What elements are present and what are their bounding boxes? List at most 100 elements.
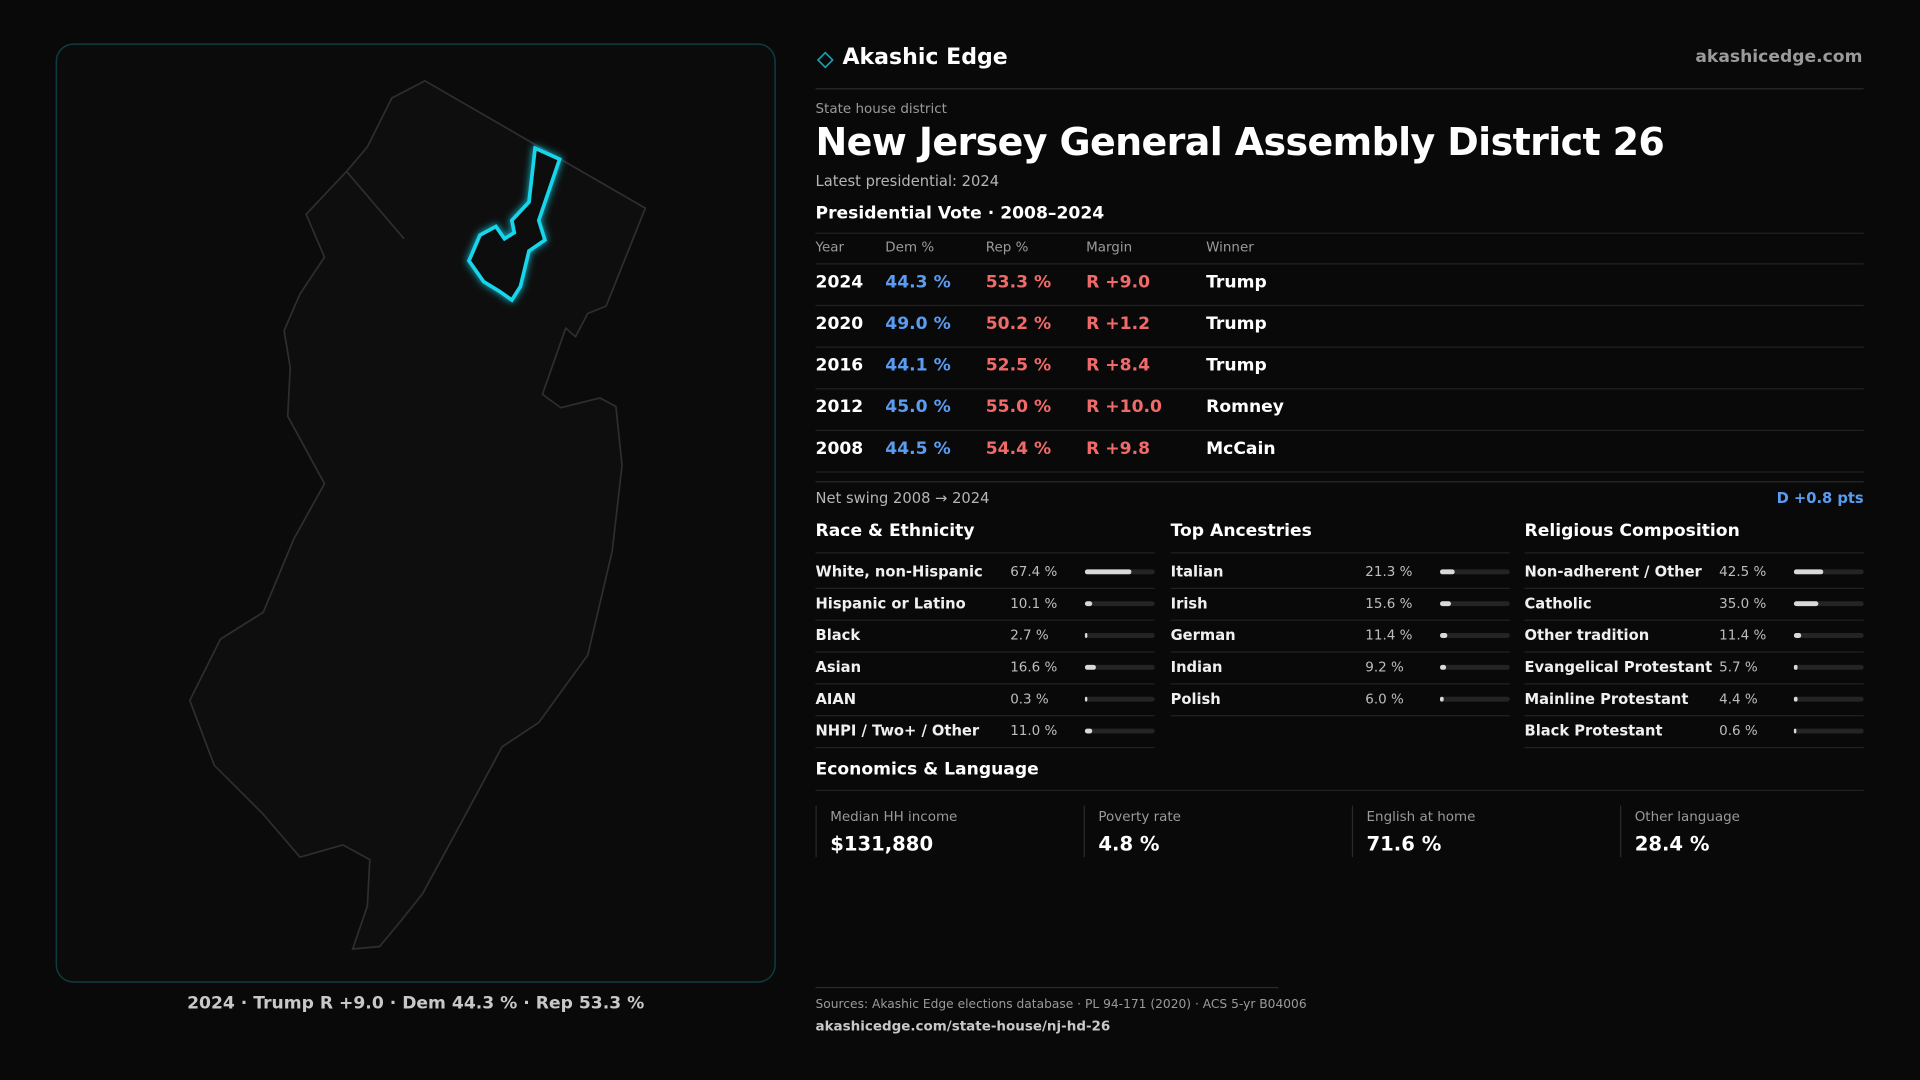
divider xyxy=(815,481,1864,483)
column-header: Winner xyxy=(1206,239,1254,256)
vote-cell: Trump xyxy=(1206,355,1267,376)
bar-track xyxy=(1084,664,1155,670)
state-outline xyxy=(188,79,647,950)
title: New Jersey General Assembly District 26 xyxy=(815,120,1665,165)
stat-border xyxy=(1351,805,1354,858)
vote-cell: 55.0 % xyxy=(985,397,1052,418)
row-label: Polish xyxy=(1170,690,1221,708)
stat-value: 4.8 % xyxy=(1098,831,1160,856)
row-value: 67.4 % xyxy=(1010,563,1058,580)
divider xyxy=(1524,651,1864,653)
bar-track xyxy=(1793,601,1864,607)
stat-label: English at home xyxy=(1366,808,1476,825)
divider xyxy=(1524,715,1864,717)
divider xyxy=(815,651,1155,653)
row-label: Evangelical Protestant xyxy=(1524,658,1713,676)
row-value: 10.1 % xyxy=(1010,595,1058,612)
vote-title: Presidential Vote · 2008–2024 xyxy=(815,204,1105,224)
divider xyxy=(815,619,1155,621)
bar-track xyxy=(1793,633,1864,638)
vote-cell: 49.0 % xyxy=(885,314,951,334)
vote-cell: R +1.2 xyxy=(1086,314,1151,334)
bar xyxy=(1793,664,1798,670)
bar-track xyxy=(1084,728,1155,734)
bar xyxy=(1084,569,1132,575)
bar xyxy=(1084,601,1092,607)
divider xyxy=(815,986,1279,989)
divider xyxy=(1524,746,1864,749)
bar-track xyxy=(1084,601,1155,607)
column-header: Rep % xyxy=(985,239,1029,256)
divider xyxy=(1170,683,1510,685)
vote-cell: 44.5 % xyxy=(885,439,951,459)
divider xyxy=(815,346,1864,348)
column-header: Dem % xyxy=(885,239,935,256)
column-header: Year xyxy=(815,239,845,256)
vote-cell: 2016 xyxy=(815,355,864,376)
divider xyxy=(1170,715,1510,717)
vote-cell: 45.0 % xyxy=(885,397,951,418)
brand-icon xyxy=(816,51,834,69)
divider xyxy=(1170,619,1510,621)
bar-track xyxy=(1440,696,1510,702)
divider xyxy=(815,429,1864,432)
row-label: Hispanic or Latino xyxy=(815,594,966,613)
bar-track xyxy=(1440,633,1510,638)
bar xyxy=(1084,633,1088,638)
vote-cell: 2020 xyxy=(815,314,864,334)
bar xyxy=(1793,569,1824,575)
divider xyxy=(1170,587,1510,589)
stat-label: Median HH income xyxy=(830,808,958,825)
stat-value: $131,880 xyxy=(830,831,934,856)
row-label: Italian xyxy=(1170,563,1224,581)
vote-cell: R +9.8 xyxy=(1086,439,1151,459)
bar xyxy=(1793,633,1802,638)
vote-cell: 2012 xyxy=(815,397,864,418)
row-value: 5.7 % xyxy=(1719,659,1758,676)
vote-cell: Trump xyxy=(1206,314,1267,334)
row-value: 42.5 % xyxy=(1719,563,1767,580)
row-label: Non-adherent / Other xyxy=(1524,563,1702,581)
bar xyxy=(1084,664,1097,670)
row-label: AIAN xyxy=(815,690,857,708)
row-label: Black xyxy=(815,626,861,644)
row-label: NHPI / Two+ / Other xyxy=(815,722,980,740)
vote-cell: McCain xyxy=(1206,439,1276,459)
stat-border xyxy=(1620,805,1622,858)
site: akashicedge.com xyxy=(1695,47,1863,67)
divider xyxy=(815,683,1155,685)
county-line xyxy=(345,170,405,240)
map-caption: 2024 · Trump R +9.0 · Dem 44.3 % · Rep 5… xyxy=(187,993,645,1014)
row-value: 4.4 % xyxy=(1719,691,1758,708)
divider xyxy=(1170,651,1510,653)
divider xyxy=(815,471,1864,473)
panel-title: Religious Composition xyxy=(1524,521,1740,541)
bar xyxy=(1440,569,1455,575)
row-label: Catholic xyxy=(1524,594,1592,613)
bar xyxy=(1440,696,1445,702)
column-header: Margin xyxy=(1086,239,1133,256)
bar xyxy=(1440,664,1447,670)
bar-track xyxy=(1084,569,1155,575)
url: akashicedge.com/state-house/nj-hd-26 xyxy=(815,1018,1111,1034)
econ-title: Economics & Language xyxy=(815,759,1039,780)
stat-border xyxy=(815,805,817,858)
divider xyxy=(815,587,1155,589)
bar xyxy=(1084,696,1088,702)
row-label: Mainline Protestant xyxy=(1524,690,1689,708)
vote-cell: 2008 xyxy=(815,439,864,459)
row-value: 9.2 % xyxy=(1365,659,1404,676)
divider xyxy=(815,715,1155,717)
vote-cell: Romney xyxy=(1206,397,1284,418)
divider xyxy=(1524,683,1864,685)
brand: Akashic Edge xyxy=(842,44,1008,71)
bar-track xyxy=(1084,633,1155,638)
bar-track xyxy=(1793,664,1864,670)
vote-cell: R +10.0 xyxy=(1086,397,1162,418)
vote-cell: 44.3 % xyxy=(885,272,951,293)
stat-value: 28.4 % xyxy=(1634,831,1710,856)
stat-value: 71.6 % xyxy=(1366,831,1442,856)
divider xyxy=(815,388,1864,390)
